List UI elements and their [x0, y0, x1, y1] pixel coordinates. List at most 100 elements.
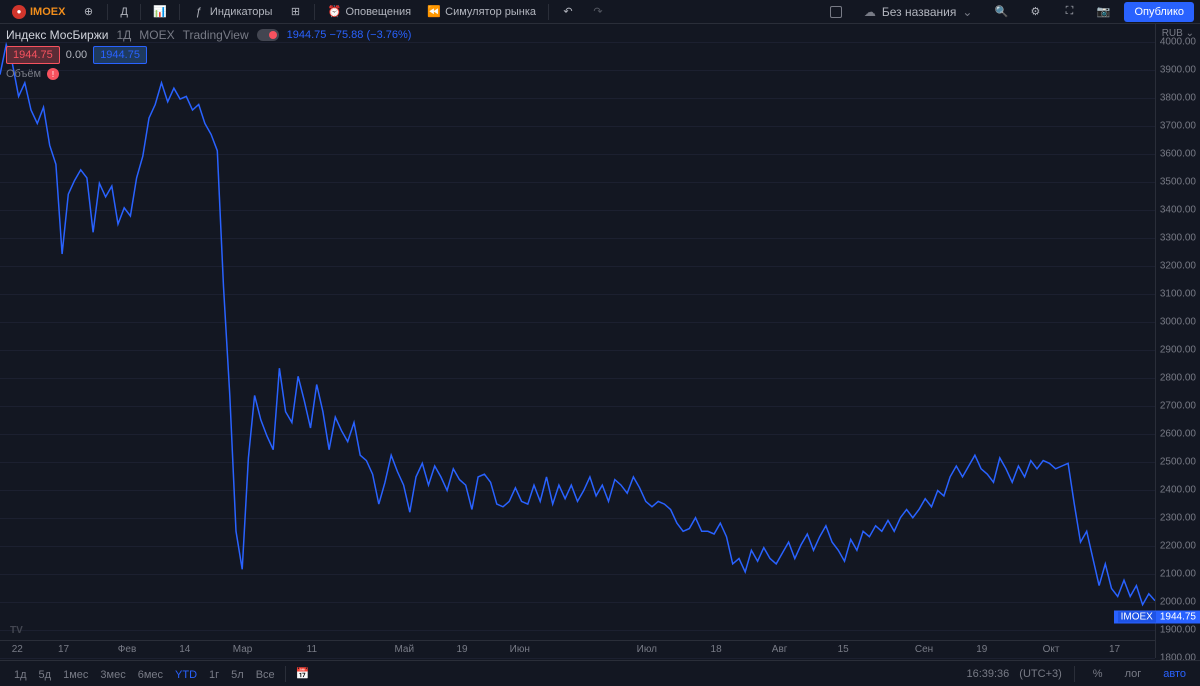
chart-title: Индекс МосБиржи — [6, 28, 108, 42]
layout-button[interactable] — [824, 3, 848, 21]
range-button-5л[interactable]: 5л — [225, 666, 250, 684]
x-tick-label: Авг — [772, 644, 788, 655]
range-button-Все[interactable]: Все — [250, 666, 281, 684]
layout-name[interactable]: ☁ Без названия ⌄ — [856, 3, 981, 21]
undo-button[interactable]: ↶ — [555, 2, 581, 22]
goto-date-button[interactable]: 📅 — [290, 664, 316, 684]
range-button-5д[interactable]: 5д — [33, 666, 58, 684]
bottom-toolbar: 1д5д1мес3мес6месYTD1г5лВсе 📅 16:39:36 (U… — [0, 660, 1200, 686]
x-tick-label: 19 — [456, 644, 467, 655]
x-tick-label: 17 — [58, 644, 69, 655]
price-close: 1944.75 — [93, 46, 147, 64]
alerts-button[interactable]: ⏰ Оповещения — [321, 2, 417, 22]
layout-name-label: Без названия — [882, 5, 957, 19]
y-tick-label: 3500.00 — [1160, 177, 1196, 188]
y-tick-label: 2600.00 — [1160, 429, 1196, 440]
calendar-icon: 📅 — [296, 667, 310, 681]
settings-button[interactable]: ⚙ — [1022, 2, 1048, 22]
indicators-button[interactable]: ƒ Индикаторы — [186, 2, 279, 22]
indicators-label: Индикаторы — [210, 6, 273, 18]
time-axis[interactable]: 22 17 Фев 14 Мар 11 Май 19 Июн Июл 18 Авг 15 Сен 19 Окт… — [0, 640, 1155, 658]
tv-logo: TV — [10, 625, 23, 636]
redo-icon: ↷ — [591, 5, 605, 19]
y-tick-label: 3800.00 — [1160, 93, 1196, 104]
x-tick-label: 18 — [711, 644, 722, 655]
x-tick-label: Июн — [510, 644, 530, 655]
snapshot-button[interactable]: 📷 — [1090, 2, 1116, 22]
x-tick-label: Окт — [1043, 644, 1060, 655]
search-icon: 🔍 — [994, 5, 1008, 19]
symbol-text: IMOEX — [30, 6, 65, 18]
x-tick-label: Мар — [233, 644, 253, 655]
price-line — [0, 24, 1155, 658]
y-tick-label: 2200.00 — [1160, 541, 1196, 552]
y-tick-label: 2100.00 — [1160, 569, 1196, 580]
y-tick-label: 3000.00 — [1160, 317, 1196, 328]
x-tick-label: 19 — [976, 644, 987, 655]
y-tick-label: 2800.00 — [1160, 373, 1196, 384]
range-button-1г[interactable]: 1г — [203, 666, 225, 684]
price-open: 1944.75 — [6, 46, 60, 64]
gear-icon: ⚙ — [1028, 5, 1042, 19]
indicators-icon: ƒ — [192, 5, 206, 19]
range-button-YTD[interactable]: YTD — [169, 666, 203, 684]
x-tick-label: 14 — [179, 644, 190, 655]
clock-time: 16:39:36 — [966, 668, 1009, 680]
session-toggle[interactable] — [257, 29, 279, 41]
chart-style-button[interactable]: 📊 — [147, 2, 173, 22]
symbol-selector[interactable]: ● IMOEX — [6, 3, 71, 21]
y-tick-label: 3600.00 — [1160, 149, 1196, 160]
y-tick-label: 3100.00 — [1160, 289, 1196, 300]
x-tick-label: Фев — [118, 644, 136, 655]
volume-warning-icon: ! — [47, 68, 59, 80]
log-button[interactable]: лог — [1119, 665, 1148, 683]
y-tick-label: 3200.00 — [1160, 261, 1196, 272]
quote-change: −75.88 — [329, 29, 363, 41]
x-tick-label: 15 — [838, 644, 849, 655]
y-tick-label: 2500.00 — [1160, 457, 1196, 468]
publish-button[interactable]: Опублико — [1124, 2, 1194, 22]
clock-tz: (UTC+3) — [1019, 668, 1061, 680]
chart-legend: Индекс МосБиржи 1Д MOEX TradingView 1944… — [6, 28, 411, 80]
top-toolbar: ● IMOEX ⊕ Д 📊 ƒ Индикаторы ⊞ ⏰ Оповещени… — [0, 0, 1200, 24]
x-tick-label: 22 — [12, 644, 23, 655]
range-button-1мес[interactable]: 1мес — [57, 666, 94, 684]
alert-icon: ⏰ — [327, 5, 341, 19]
y-tick-label: 2300.00 — [1160, 513, 1196, 524]
interval-button[interactable]: Д — [114, 3, 133, 21]
chart-pane[interactable] — [0, 24, 1155, 658]
templates-button[interactable]: ⊞ — [282, 2, 308, 22]
fullscreen-button[interactable]: ⛶ — [1056, 2, 1082, 22]
auto-button[interactable]: авто — [1157, 665, 1192, 683]
rewind-icon: ⏪ — [427, 5, 441, 19]
x-tick-label: 11 — [307, 644, 317, 655]
x-tick-label: Июл — [637, 644, 657, 655]
chart-provider: TradingView — [183, 28, 249, 42]
symbol-icon: ● — [12, 5, 26, 19]
chart-exchange: MOEX — [139, 28, 174, 42]
range-button-3мес[interactable]: 3мес — [94, 666, 131, 684]
range-button-1д[interactable]: 1д — [8, 666, 33, 684]
price-axis[interactable]: RUB ⌄ 4000.003900.003800.003700.003600.0… — [1155, 24, 1200, 658]
y-tick-label: 2700.00 — [1160, 401, 1196, 412]
redo-button[interactable]: ↷ — [585, 2, 611, 22]
cloud-icon: ☁ — [864, 5, 876, 19]
last-price-tag: IMOEX 1944.75 — [1114, 611, 1200, 624]
x-tick-label: Сен — [915, 644, 933, 655]
pct-button[interactable]: % — [1087, 665, 1109, 683]
y-tick-label: 3700.00 — [1160, 121, 1196, 132]
candles-icon: 📊 — [153, 5, 167, 19]
price-tag-symbol: IMOEX — [1118, 612, 1156, 623]
volume-label: Объём — [6, 68, 41, 80]
simulator-button[interactable]: ⏪ Симулятор рынка — [421, 2, 542, 22]
search-button[interactable]: 🔍 — [988, 2, 1014, 22]
add-button[interactable]: ⊕ — [75, 2, 101, 22]
x-tick-label: Май — [394, 644, 414, 655]
camera-icon: 📷 — [1096, 5, 1110, 19]
grid-icon: ⊞ — [288, 5, 302, 19]
range-button-6мес[interactable]: 6мес — [132, 666, 169, 684]
quote-price: 1944.75 — [287, 29, 327, 41]
undo-icon: ↶ — [561, 5, 575, 19]
quote-pct: (−3.76%) — [366, 29, 411, 41]
y-tick-label: 3900.00 — [1160, 65, 1196, 76]
